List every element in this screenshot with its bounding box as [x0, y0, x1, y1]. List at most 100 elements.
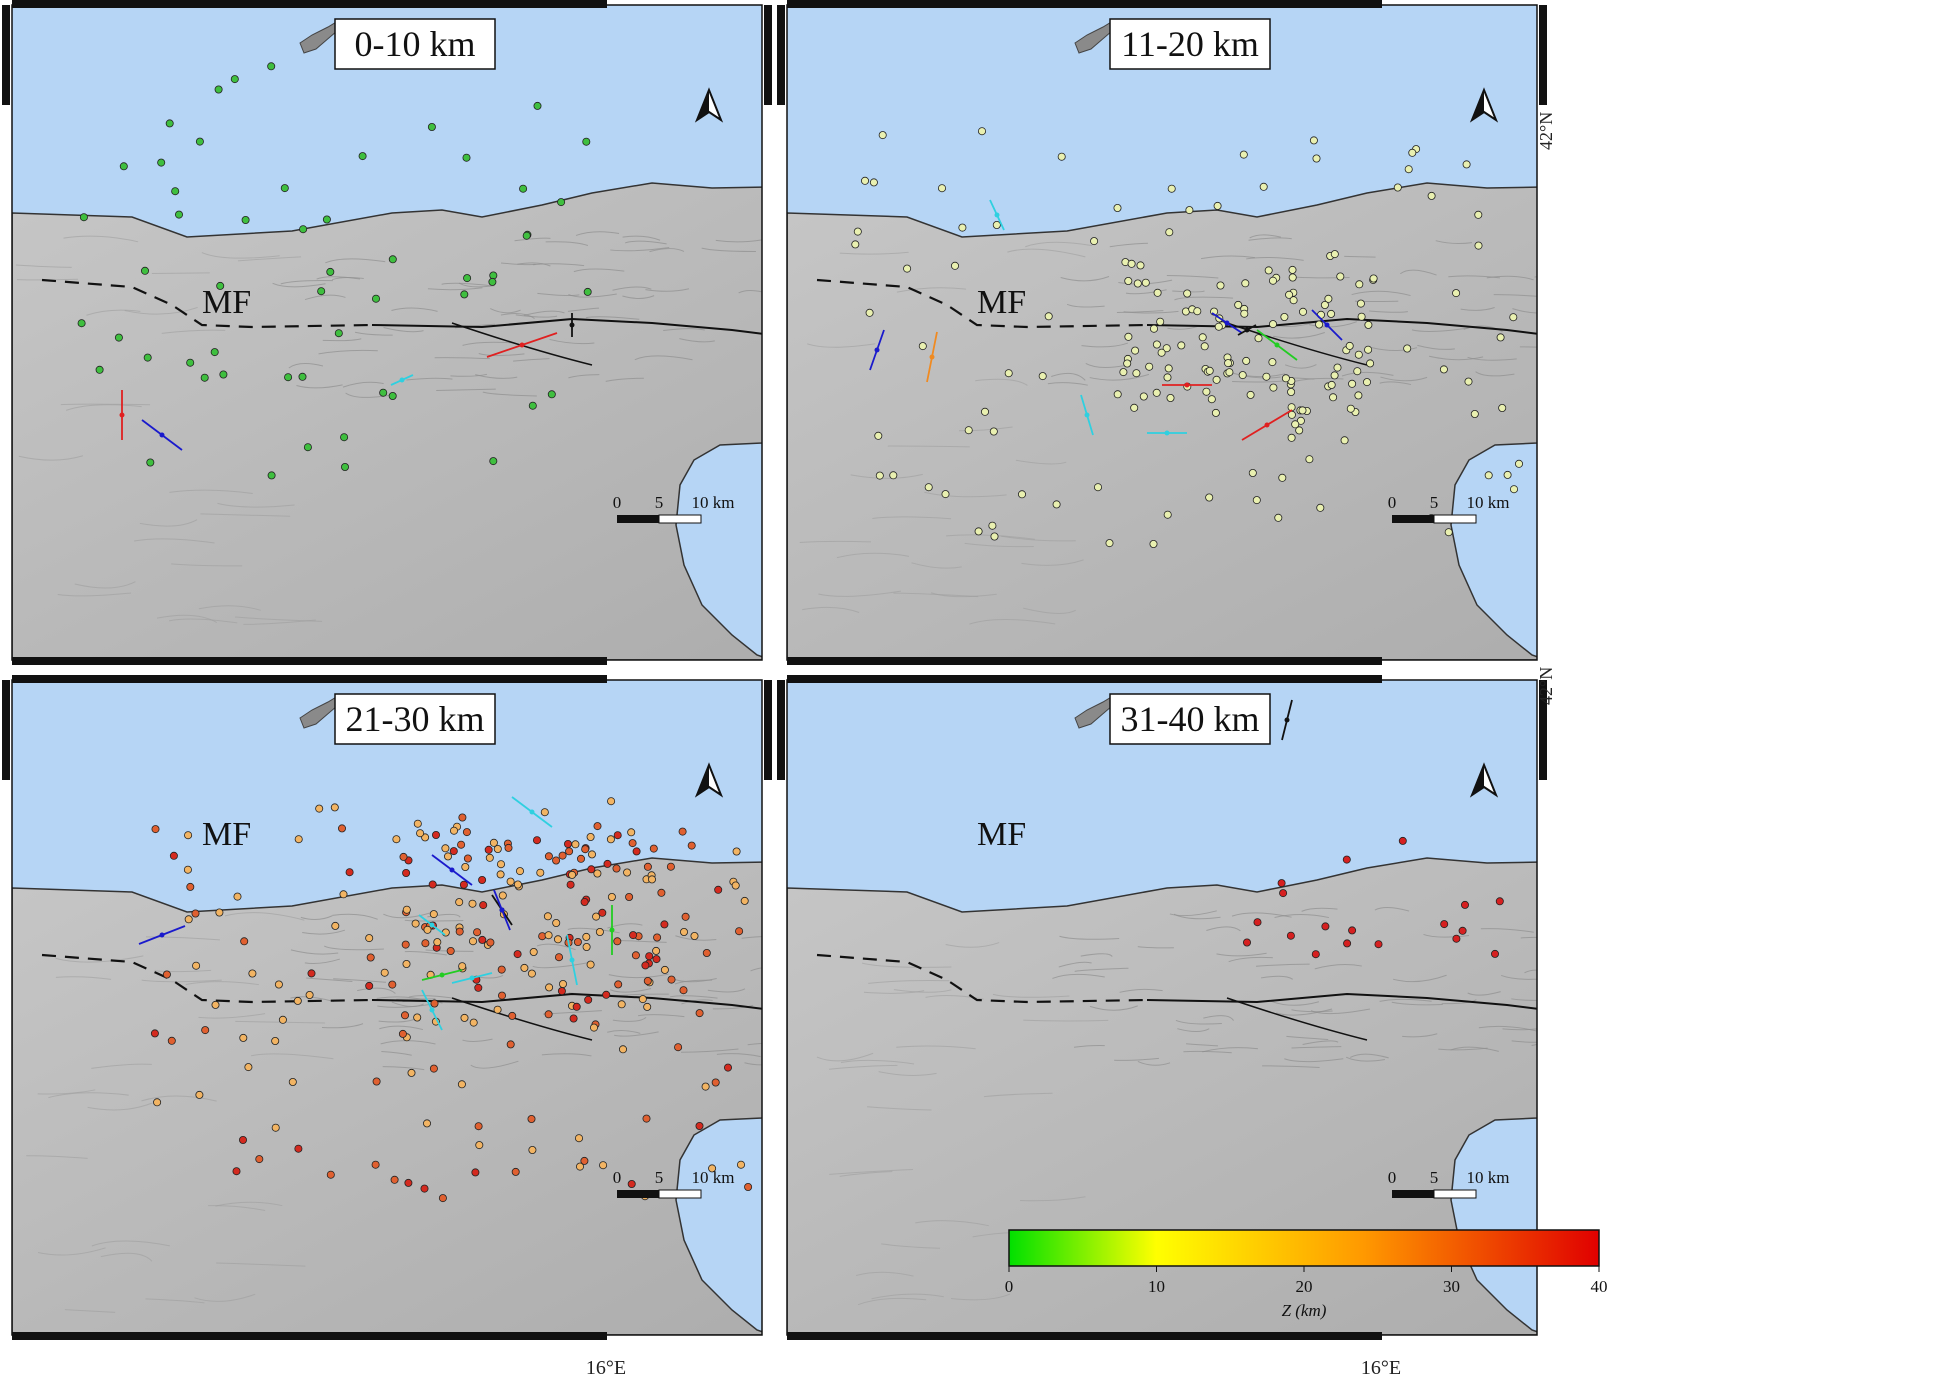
relief-line	[1089, 1005, 1138, 1011]
earthquake-epicenter	[1253, 918, 1262, 927]
earthquake-epicenter	[114, 333, 123, 342]
relief-line	[280, 279, 333, 285]
relief-line	[1661, 1057, 1705, 1059]
earthquake-epicenter	[1127, 259, 1136, 268]
earthquake-epicenter	[1113, 203, 1122, 212]
relief-line	[63, 235, 139, 243]
earthquake-epicenter	[1366, 359, 1375, 368]
relief-line	[1520, 936, 1537, 939]
relief-line	[332, 913, 378, 920]
earthquake-epicenter	[735, 927, 744, 936]
colorbar-tick-label: 40	[1591, 1277, 1608, 1296]
earthquake-epicenter	[478, 875, 487, 884]
earthquake-epicenter	[326, 1170, 335, 1179]
earthquake-epicenter	[274, 980, 283, 989]
earthquake-epicenter	[1207, 395, 1216, 404]
earthquake-epicenter	[875, 471, 884, 480]
earthquake-epicenter	[240, 937, 249, 946]
stress-arrow-head	[929, 354, 935, 360]
earthquake-epicenter	[1177, 341, 1186, 350]
earthquake-epicenter	[79, 213, 88, 222]
earthquake-epicenter	[520, 963, 529, 972]
earthquake-epicenter	[527, 1114, 536, 1123]
earthquake-epicenter	[498, 891, 507, 900]
earthquake-epicenter	[1268, 358, 1277, 367]
earthquake-epicenter	[315, 804, 324, 813]
earthquake-epicenter	[540, 808, 549, 817]
relief-line	[672, 977, 717, 983]
relief-line	[663, 328, 705, 331]
relief-line	[1058, 961, 1092, 968]
earthquake-epicenter	[77, 319, 86, 328]
relief-line	[523, 310, 565, 317]
panel-title-box	[1109, 18, 1271, 70]
earthquake-epicenter	[399, 852, 408, 861]
earthquake-epicenter	[1238, 371, 1247, 380]
earthquake-epicenter	[1164, 364, 1173, 373]
earthquake-epicenter	[889, 471, 898, 480]
earthquake-epicenter	[666, 862, 675, 871]
earthquake-epicenter	[1427, 191, 1436, 200]
relief-line	[304, 958, 341, 964]
earthquake-epicenter	[645, 952, 654, 961]
earthquake-epicenter	[536, 868, 545, 877]
stress-arrow-head	[469, 975, 475, 981]
fault-branch	[451, 997, 593, 1041]
earthquake-epicenter	[462, 153, 471, 162]
relief-line	[867, 1106, 932, 1111]
earthquake-epicenter	[569, 1014, 578, 1023]
relief-line	[391, 307, 438, 312]
relief-line	[1344, 255, 1376, 258]
relief-line	[840, 1059, 915, 1065]
relief-line	[100, 1252, 153, 1262]
panel-title-box	[334, 18, 496, 70]
earthquake-epicenter	[1185, 206, 1194, 215]
scale-bar: 0 5 10 km	[613, 1168, 734, 1199]
earthquake-epicenter	[1162, 344, 1171, 353]
map-panel-4: MF 31-40 km 0 5 10 km	[777, 675, 1705, 1340]
earthquake-epicenter	[201, 1026, 210, 1035]
relief-line	[871, 1293, 944, 1300]
earthquake-epicenter	[1343, 939, 1352, 948]
relief-line	[567, 307, 600, 312]
relief-line	[1369, 310, 1408, 313]
relief-line	[839, 1171, 893, 1177]
earthquake-epicenter	[233, 892, 242, 901]
earthquake-epicenter	[428, 880, 437, 889]
relief-line	[1175, 1019, 1222, 1025]
earthquake-epicenter	[1198, 333, 1207, 342]
relief-line	[1047, 382, 1088, 386]
earthquake-epicenter	[1152, 388, 1161, 397]
relief-line	[1232, 380, 1284, 383]
earthquake-epicenter	[398, 1029, 407, 1038]
relief-line	[382, 1066, 425, 1071]
relief-line	[1604, 291, 1655, 296]
earthquake-epicenter	[522, 231, 531, 240]
earthquake-epicenter	[924, 483, 933, 492]
earthquake-epicenter	[493, 844, 502, 853]
relief-line	[1059, 935, 1120, 940]
scale-bar-label: 0	[613, 493, 622, 512]
earthquake-epicenter	[388, 255, 397, 264]
stress-arrow-head	[569, 322, 575, 328]
earthquake-epicenter	[544, 852, 553, 861]
relief-line	[1560, 1064, 1594, 1066]
earthquake-epicenter	[334, 329, 343, 338]
stress-arrow-head	[1284, 717, 1290, 723]
fault-branch	[451, 322, 593, 366]
earthquake-epicenter	[643, 976, 652, 985]
earthquake-epicenter	[1458, 926, 1467, 935]
earthquake-epicenter	[1124, 276, 1133, 285]
relief-line	[1025, 241, 1093, 248]
earthquake-epicenter	[340, 433, 349, 442]
relief-line	[1613, 376, 1656, 378]
relief-line	[1380, 376, 1428, 382]
relief-line	[1349, 1053, 1389, 1059]
relief-line	[1116, 310, 1164, 313]
earthquake-epicenter	[380, 968, 389, 977]
relief-line	[1200, 255, 1255, 260]
relief-line	[608, 973, 669, 979]
relief-line	[1558, 917, 1611, 918]
relief-line	[272, 282, 326, 288]
earthquake-epicenter	[575, 1134, 584, 1143]
